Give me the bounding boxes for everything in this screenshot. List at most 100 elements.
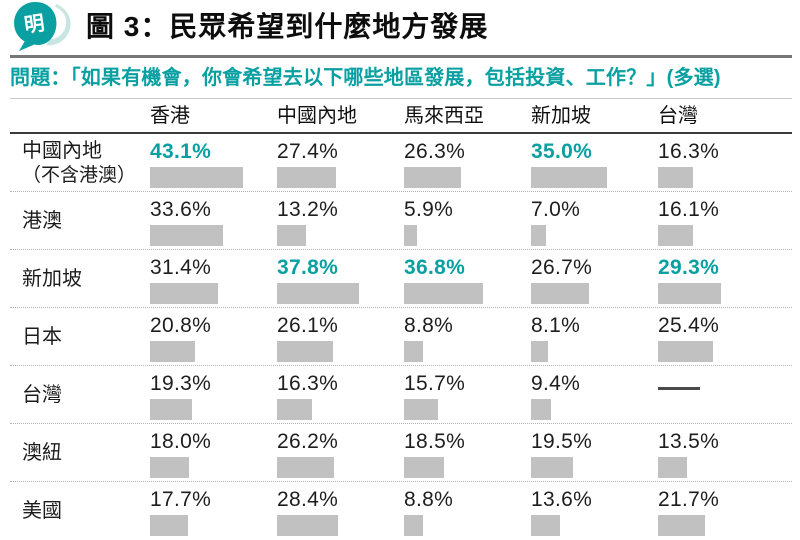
value-cell: 13.2%	[277, 197, 404, 246]
value-text: 8.8%	[404, 488, 454, 511]
value-text: 13.2%	[277, 198, 339, 221]
value-bar	[531, 283, 589, 304]
value-cell: 26.1%	[277, 313, 404, 362]
value-text: 9.4%	[531, 372, 581, 395]
value-cell: 16.3%	[277, 371, 404, 420]
value-cell: 13.6%	[531, 487, 658, 536]
column-header: 中國內地	[277, 105, 357, 127]
value-text: 19.5%	[531, 430, 593, 453]
value-text: 26.7%	[531, 256, 593, 279]
value-text: 33.6%	[150, 198, 212, 221]
title-divider	[10, 55, 792, 58]
row-label: 新加坡	[22, 268, 82, 290]
value-cell: 28.4%	[277, 487, 404, 536]
value-text: 28.4%	[277, 488, 339, 511]
mingpao-logo-icon: 明	[14, 1, 71, 52]
value-cell: 16.1%	[658, 197, 785, 246]
value-text: 8.1%	[531, 314, 581, 337]
value-text: 26.2%	[277, 430, 339, 453]
table-row: 港澳 33.6% 13.2% 5.9% 7.0% 16.1%	[10, 192, 792, 250]
column-header: 新加坡	[531, 105, 591, 127]
table-row: 台灣 19.3% 16.3% 15.7% 9.4%	[10, 366, 792, 424]
value-bar	[531, 515, 560, 536]
value-text: 35.0%	[531, 140, 593, 163]
value-text: 16.3%	[658, 140, 720, 163]
logo-echo-swoosh	[46, 3, 71, 46]
value-text: 37.8%	[277, 256, 339, 279]
value-bar	[277, 457, 334, 478]
value-cell: 33.6%	[150, 197, 277, 246]
value-bar	[277, 167, 336, 188]
value-cell: 37.8%	[277, 255, 404, 304]
value-text: 16.1%	[658, 198, 720, 221]
value-cell: 19.3%	[150, 371, 277, 420]
value-text: 7.0%	[531, 198, 581, 221]
value-bar	[658, 283, 721, 304]
corner-cell	[10, 103, 150, 129]
value-text: 26.1%	[277, 314, 339, 337]
page-title: 圖 3：民眾希望到什麼地方發展	[86, 11, 489, 42]
row-label: 澳紐	[22, 442, 62, 464]
value-bar	[150, 341, 195, 362]
value-cell: 20.8%	[150, 313, 277, 362]
value-bar	[658, 341, 713, 362]
value-text: 8.8%	[404, 314, 454, 337]
table-row: 中國內地 （不含港澳） 43.1% 27.4% 26.3% 35.0% 16.3%	[10, 134, 792, 192]
value-bar	[150, 225, 223, 246]
value-text: 18.5%	[404, 430, 466, 453]
value-text: 13.5%	[658, 430, 720, 453]
logo-char: 明	[23, 12, 46, 38]
table-body: 中國內地 （不含港澳） 43.1% 27.4% 26.3% 35.0% 16.3% 港澳 33.…	[10, 134, 792, 539]
value-cell: 26.3%	[404, 139, 531, 188]
value-text: 5.9%	[404, 198, 454, 221]
value-text: 18.0%	[150, 430, 212, 453]
row-label: 港澳	[22, 210, 62, 232]
value-bar	[658, 167, 693, 188]
value-text: 26.3%	[404, 140, 466, 163]
value-text: 31.4%	[150, 256, 212, 279]
value-text: 29.3%	[658, 256, 720, 279]
column-header: 香港	[150, 105, 190, 127]
value-cell: 36.8%	[404, 255, 531, 304]
value-bar	[150, 399, 192, 420]
value-cell: 18.0%	[150, 429, 277, 478]
value-bar	[658, 225, 693, 246]
value-cell: 7.0%	[531, 197, 658, 246]
value-cell: 29.3%	[658, 255, 785, 304]
value-bar	[277, 515, 338, 536]
value-cell: 31.4%	[150, 255, 277, 304]
value-cell: 21.7%	[658, 487, 785, 536]
value-bar	[150, 457, 189, 478]
column-header: 台灣	[658, 105, 698, 127]
value-text: 19.3%	[150, 372, 212, 395]
value-text: 36.8%	[404, 256, 466, 279]
value-cell: 19.5%	[531, 429, 658, 478]
row-label-note: （不含港澳）	[22, 165, 137, 187]
value-bar	[404, 457, 444, 478]
column-header: 馬來西亞	[404, 105, 484, 127]
table-row: 澳紐 18.0% 26.2% 18.5% 19.5% 13.5%	[10, 424, 792, 482]
value-text: 25.4%	[658, 314, 720, 337]
value-text: 17.7%	[150, 488, 212, 511]
row-label: 美國	[22, 500, 62, 522]
value-text: 15.7%	[404, 372, 466, 395]
value-text: 43.1%	[150, 140, 212, 163]
value-text: 20.8%	[150, 314, 212, 337]
value-bar	[404, 283, 483, 304]
value-cell: 15.7%	[404, 371, 531, 420]
value-bar	[531, 457, 573, 478]
value-bar	[658, 515, 705, 536]
survey-table: 香港 中國內地 馬來西亞 新加坡 台灣 中國內地 （不含港澳） 43.1% 27.4% 26.3…	[10, 98, 792, 539]
question-text: 問題：「如果有機會，你會希望去以下哪些地區發展，包括投資、工作？」(多選)	[10, 67, 721, 89]
value-bar	[277, 283, 359, 304]
value-cell: 43.1%	[150, 139, 277, 188]
row-label: 台灣	[22, 384, 62, 406]
value-bar	[404, 225, 417, 246]
value-bar	[531, 399, 551, 420]
value-bar	[404, 341, 423, 362]
value-bar	[150, 167, 243, 188]
value-cell	[658, 371, 785, 420]
masthead: 明 圖 3：民眾希望到什麼地方發展	[10, 0, 792, 54]
value-bar	[404, 167, 461, 188]
